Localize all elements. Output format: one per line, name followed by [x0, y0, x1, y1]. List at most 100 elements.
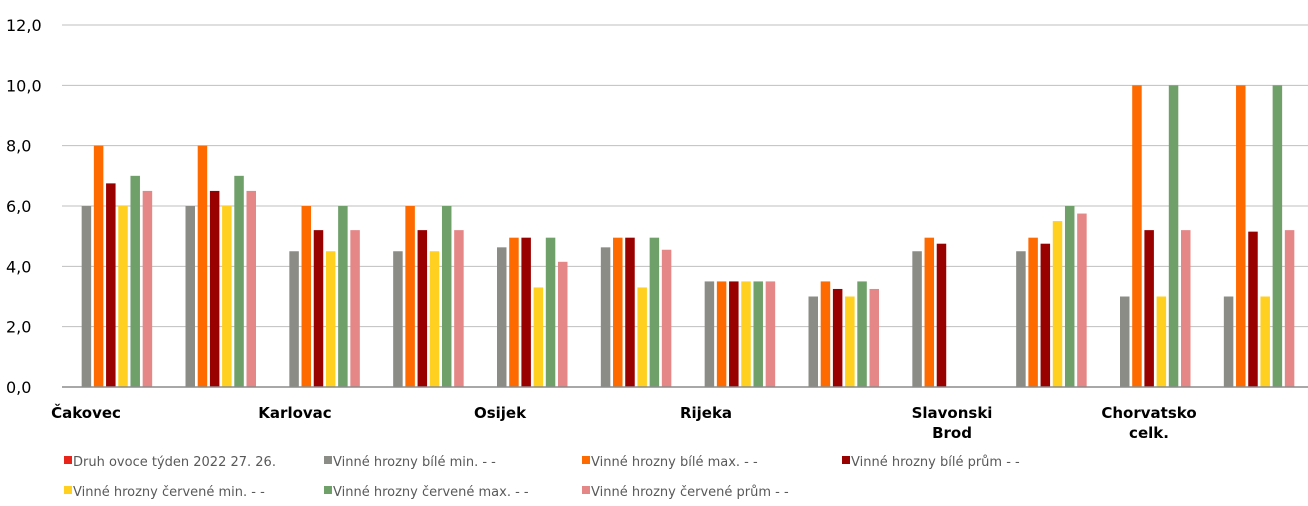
y-tick-label: 2,0 [6, 318, 31, 337]
bar [832, 288, 843, 387]
bar [509, 237, 519, 387]
y-tick-label: 10,0 [6, 76, 42, 95]
x-tick-label: Chorvatsko [1101, 404, 1196, 422]
bar [857, 281, 867, 387]
legend-swatch [324, 486, 332, 494]
legend-swatch [64, 456, 72, 464]
bar [912, 251, 922, 387]
bar [625, 237, 635, 387]
bars [81, 85, 1295, 387]
bar [521, 237, 531, 387]
bar [845, 296, 855, 387]
bar [417, 230, 428, 387]
bar [338, 206, 348, 387]
y-tick-label: 0,0 [6, 378, 31, 397]
bar [765, 281, 776, 387]
bar [1016, 251, 1026, 387]
bar [1248, 231, 1258, 387]
bar [497, 247, 507, 387]
x-tick-label: Brod [932, 424, 972, 442]
y-tick-label: 12,0 [6, 16, 42, 35]
bar [704, 281, 715, 387]
legend-swatch [324, 456, 332, 464]
bar [1284, 230, 1295, 387]
gridlines [62, 24, 1308, 328]
bar [234, 175, 244, 387]
legend-swatch [64, 486, 72, 494]
y-tick-label: 8,0 [6, 137, 31, 156]
y-axis-ticks: 0,0 2,0 4,0 6,0 8,0 10,0 12,0 [6, 16, 42, 397]
x-tick-label: Čakovec [51, 403, 121, 422]
bar [729, 281, 739, 387]
bar [716, 281, 727, 387]
bar [454, 230, 464, 387]
y-tick-label: 6,0 [6, 197, 31, 216]
x-tick-label: Rijeka [680, 404, 732, 422]
bar [93, 145, 104, 387]
bar [661, 249, 672, 387]
x-axis-labels: Čakovec Karlovac Osijek Rijeka Slavonski Brod… [51, 403, 1197, 442]
bar [1181, 230, 1191, 387]
bar [246, 190, 256, 387]
bar [1064, 206, 1075, 387]
bar [741, 281, 751, 387]
bar [808, 296, 818, 387]
bar [545, 237, 556, 387]
bar [441, 206, 452, 387]
bar [106, 183, 116, 387]
bar [1272, 85, 1283, 387]
legend-label: Vinné hrozny červené min. - - [73, 485, 265, 500]
legend-label: Vinné hrozny červené prům - - [591, 485, 789, 500]
bar [350, 230, 360, 387]
bar [197, 145, 208, 387]
y-tick-label: 4,0 [6, 257, 31, 276]
legend-swatch [842, 456, 850, 464]
bar [142, 190, 153, 387]
bar [1120, 296, 1130, 387]
legend-label: Vinné hrozny bílé min. - - [333, 455, 496, 470]
bar [185, 206, 195, 387]
bar [222, 206, 232, 387]
legend-label: Vinné hrozny bílé max. - - [591, 455, 758, 470]
bar [613, 237, 623, 387]
bar [289, 251, 299, 387]
bar [325, 251, 336, 387]
bar [130, 175, 140, 387]
x-tick-label: Karlovac [258, 404, 331, 422]
bar [301, 206, 312, 387]
bar [1144, 230, 1154, 387]
bar [1168, 85, 1179, 387]
bar [533, 287, 544, 387]
bar [820, 281, 831, 387]
x-tick-label: Osijek [474, 404, 527, 422]
bar [1052, 221, 1063, 387]
legend-label: Vinné hrozny červené max. - - [333, 485, 529, 500]
bar [1260, 296, 1270, 387]
bar [1236, 85, 1246, 387]
bar [1040, 243, 1051, 387]
bar [1077, 213, 1087, 387]
legend-label: Druh ovoce týden 2022 27. 26. [73, 455, 276, 470]
bar [753, 281, 763, 387]
bar [81, 206, 92, 387]
bar [600, 247, 611, 387]
bar [313, 230, 324, 387]
x-tick-label: Slavonski [912, 404, 993, 422]
bar [1132, 85, 1142, 387]
bar [637, 287, 647, 387]
bar [649, 237, 660, 387]
bar [118, 206, 128, 387]
bar [405, 206, 415, 387]
legend: Druh ovoce týden 2022 27. 26. Vinné hrozn… [64, 455, 1020, 500]
bar [209, 190, 220, 387]
bar [1156, 296, 1167, 387]
x-tick-label: celk. [1129, 424, 1169, 442]
bar [393, 251, 403, 387]
legend-swatch [582, 486, 590, 494]
legend-label: Vinné hrozny bílé prům - - [851, 455, 1020, 470]
bar [1223, 296, 1234, 387]
legend-swatch [582, 456, 590, 464]
bar [558, 261, 568, 387]
bar [429, 251, 440, 387]
